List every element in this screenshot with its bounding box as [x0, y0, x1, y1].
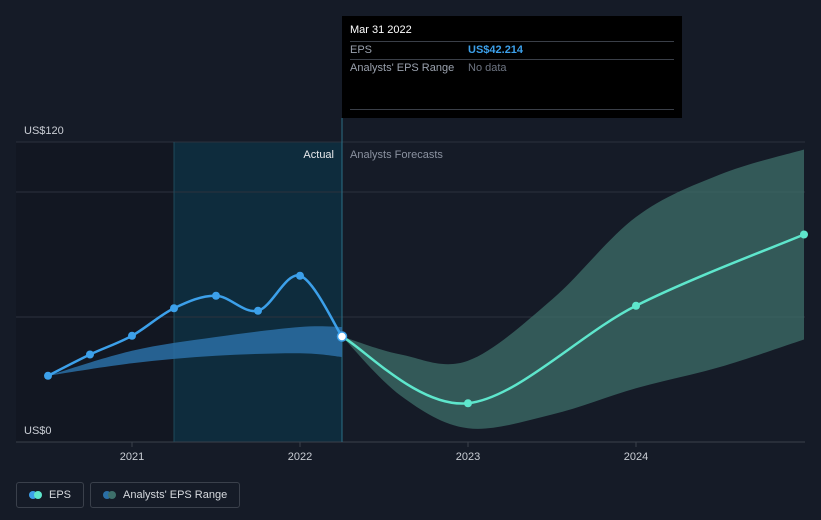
eps-swatch-dot-actual [29, 491, 37, 499]
eps-point-forecast [464, 399, 472, 408]
chart-legend: EPS Analysts' EPS Range [16, 482, 241, 508]
eps-point-actual [212, 291, 220, 300]
eps-point-forecast [800, 230, 808, 239]
tooltip-range-key: Analysts' EPS Range [350, 62, 455, 74]
eps-range-bands [48, 149, 804, 429]
eps-line-forecast [341, 233, 805, 405]
tooltip-range-value: No data [468, 62, 507, 74]
tooltip-eps-key: EPS [350, 44, 373, 56]
tooltip-date: Mar 31 2022 [350, 24, 412, 36]
x-axis-tick-label: 2021 [120, 451, 144, 463]
y-axis-max-label: US$120 [24, 125, 64, 137]
eps-point-actual [44, 371, 52, 380]
eps-swatch-icon [29, 491, 43, 499]
forecast-region-label: Analysts Forecasts [350, 149, 443, 161]
tooltip-bottom-rule [350, 109, 674, 110]
eps-point-actual [254, 306, 262, 315]
eps-points [44, 230, 808, 408]
legend-item-eps-range[interactable]: Analysts' EPS Range [90, 482, 241, 508]
range-swatch-dot-forecast [108, 491, 117, 499]
eps-range-band-actual [48, 326, 342, 376]
range-swatch-dot-actual [103, 491, 112, 499]
hover-tooltip: Mar 31 2022 EPS US$42.214 Analysts' EPS … [342, 16, 682, 118]
legend-label-eps-range: Analysts' EPS Range [123, 489, 228, 501]
eps-range-swatch-icon [103, 491, 117, 499]
x-axis-ticks: 2021 2022 2023 2024 [120, 442, 648, 463]
eps-point-forecast [632, 301, 640, 310]
tooltip-row-range: Analysts' EPS Range No data [350, 59, 674, 77]
eps-range-band-forecast [342, 149, 804, 429]
legend-label-eps: EPS [49, 489, 72, 501]
x-axis-tick-label: 2022 [288, 451, 312, 463]
x-axis-tick-label: 2024 [624, 451, 648, 463]
pre-highlight-shade [16, 142, 174, 442]
eps-point-actual [128, 331, 136, 340]
eps-point-actual [170, 304, 178, 313]
actual-region-label: Actual [303, 149, 334, 161]
eps-point-actual [296, 271, 304, 280]
tooltip-eps-value: US$42.214 [468, 44, 524, 56]
eps-hover-point [336, 331, 348, 342]
eps-swatch-dot-forecast [34, 491, 42, 499]
legend-item-eps[interactable]: EPS [16, 482, 85, 508]
y-axis-min-label: US$0 [24, 425, 52, 437]
tooltip-row-eps: EPS US$42.214 [350, 41, 674, 59]
x-axis-tick-label: 2023 [456, 451, 480, 463]
eps-point-actual [86, 350, 94, 359]
